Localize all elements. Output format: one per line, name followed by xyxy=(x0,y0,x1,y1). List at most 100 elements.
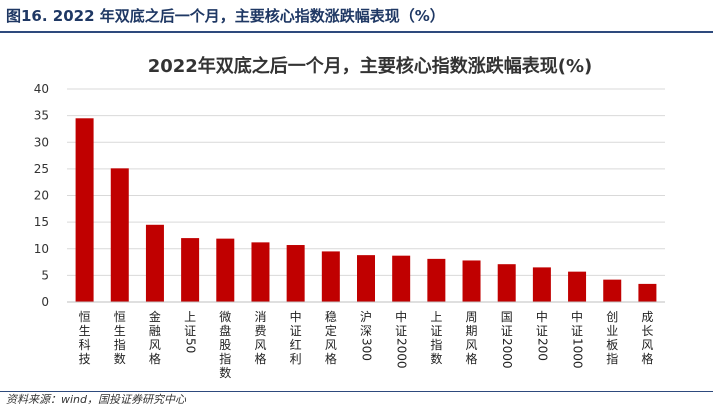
svg-text:红: 红 xyxy=(290,337,302,352)
bar-1 xyxy=(110,168,129,302)
svg-text:微: 微 xyxy=(219,310,231,324)
bar-4 xyxy=(216,238,235,302)
y-axis-ticks: 0 5 10 15 20 25 30 35 40 xyxy=(34,82,49,309)
svg-text:证: 证 xyxy=(395,324,407,338)
svg-text:300: 300 xyxy=(360,338,374,361)
svg-text:板: 板 xyxy=(606,338,618,352)
svg-text:盘: 盘 xyxy=(219,323,231,338)
svg-text:中: 中 xyxy=(395,309,407,324)
bar-16 xyxy=(638,283,657,302)
svg-text:证: 证 xyxy=(501,324,513,338)
y-tick-label: 0 xyxy=(41,295,49,309)
svg-text:费: 费 xyxy=(254,324,266,338)
bar-5 xyxy=(251,242,270,302)
y-tick-label: 15 xyxy=(34,215,49,229)
bars xyxy=(75,118,657,302)
svg-text:国: 国 xyxy=(501,310,513,324)
svg-text:稳: 稳 xyxy=(325,309,337,324)
bottom-rule xyxy=(0,391,713,392)
svg-text:格: 格 xyxy=(466,351,478,366)
figure-title: 图16. 2022 年双底之后一个月，主要核心指数涨跌幅表现（%） xyxy=(6,7,445,25)
svg-text:科: 科 xyxy=(79,338,91,352)
svg-text:50: 50 xyxy=(184,338,198,353)
svg-text:格: 格 xyxy=(325,351,337,366)
bar-10 xyxy=(427,258,446,302)
svg-text:上: 上 xyxy=(184,310,196,324)
bar-14 xyxy=(568,271,587,302)
svg-text:200: 200 xyxy=(535,338,549,361)
svg-text:中: 中 xyxy=(290,309,302,324)
svg-text:2000: 2000 xyxy=(500,338,514,369)
svg-text:格: 格 xyxy=(254,351,266,366)
chart-title: 2022年双底之后一个月，主要核心指数涨跌幅表现(%) xyxy=(148,55,593,77)
bar-8 xyxy=(357,255,375,302)
top-rule xyxy=(0,31,713,33)
svg-text:指: 指 xyxy=(606,351,618,366)
svg-text:长: 长 xyxy=(641,324,653,338)
bar-13 xyxy=(532,267,551,302)
svg-text:周: 周 xyxy=(466,310,478,324)
svg-text:格: 格 xyxy=(641,351,653,366)
svg-text:中: 中 xyxy=(536,309,548,324)
y-tick-label: 25 xyxy=(34,162,49,176)
svg-text:风: 风 xyxy=(149,338,161,352)
svg-text:2000: 2000 xyxy=(395,338,409,369)
svg-text:证: 证 xyxy=(536,324,548,338)
svg-text:证: 证 xyxy=(184,324,196,338)
svg-text:融: 融 xyxy=(149,324,161,338)
svg-text:业: 业 xyxy=(606,324,618,338)
svg-text:风: 风 xyxy=(466,338,478,352)
svg-text:创: 创 xyxy=(606,310,618,324)
svg-text:中: 中 xyxy=(571,309,583,324)
source-note: 资料来源：wind，国投证券研究中心 xyxy=(6,393,187,406)
y-tick-label: 5 xyxy=(41,268,49,282)
bar-3 xyxy=(181,238,200,302)
svg-text:1000: 1000 xyxy=(571,338,585,369)
svg-text:指: 指 xyxy=(114,337,126,352)
bar-11 xyxy=(462,260,481,302)
bar-2 xyxy=(145,224,164,302)
bar-chart: 2022年双底之后一个月，主要核心指数涨跌幅表现(%) 0 5 10 15 20 25 30… xyxy=(34,55,665,380)
y-tick-label: 35 xyxy=(34,109,49,123)
y-tick-label: 40 xyxy=(34,82,49,96)
y-tick-label: 20 xyxy=(34,189,49,203)
svg-text:格: 格 xyxy=(149,351,161,366)
svg-text:风: 风 xyxy=(254,338,266,352)
svg-text:期: 期 xyxy=(466,324,478,338)
svg-text:生: 生 xyxy=(114,324,126,338)
svg-text:风: 风 xyxy=(325,338,337,352)
svg-text:证: 证 xyxy=(571,324,583,338)
svg-text:金: 金 xyxy=(149,309,161,324)
y-tick-label: 30 xyxy=(34,135,49,149)
svg-text:上: 上 xyxy=(430,310,442,324)
svg-text:恒: 恒 xyxy=(114,310,126,324)
bar-6 xyxy=(286,245,305,302)
svg-text:定: 定 xyxy=(325,323,337,338)
svg-text:利: 利 xyxy=(290,352,302,366)
svg-text:成: 成 xyxy=(641,310,653,324)
svg-text:数: 数 xyxy=(430,351,442,366)
bar-7 xyxy=(321,251,340,302)
bar-15 xyxy=(603,279,622,302)
svg-text:生: 生 xyxy=(79,324,91,338)
svg-text:数: 数 xyxy=(219,365,231,380)
x-axis-labels: 恒生科技恒生指数金融风格上证50微盘股指数消费风格中证红利稳定风格沪深300中证… xyxy=(79,309,654,380)
y-tick-label: 10 xyxy=(34,242,49,256)
svg-text:风: 风 xyxy=(641,338,653,352)
svg-text:证: 证 xyxy=(290,324,302,338)
